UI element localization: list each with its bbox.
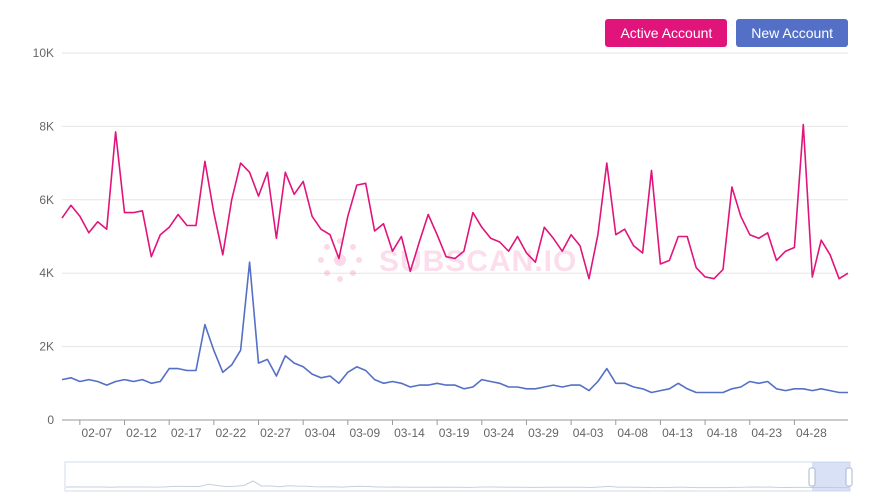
- x-tick-label: 03-29: [528, 426, 559, 440]
- y-tick-label: 6K: [39, 193, 54, 207]
- zoom-slider-selection[interactable]: [812, 462, 850, 491]
- x-tick-label: 04-03: [573, 426, 604, 440]
- x-tick-label: 04-23: [751, 426, 782, 440]
- series-line-new-account: [61, 261, 848, 394]
- zoom-slider-left-handle[interactable]: [808, 467, 816, 487]
- zoom-slider[interactable]: [64, 461, 853, 492]
- legend-new-account-button[interactable]: New Account: [736, 19, 848, 47]
- x-tick-label: 04-18: [707, 426, 738, 440]
- x-tick-label: 03-14: [394, 426, 425, 440]
- x-tick-label: 04-28: [796, 426, 827, 440]
- watermark: SUBSCAN.IO: [318, 238, 577, 282]
- x-tick-label: 03-09: [349, 426, 380, 440]
- x-axis: 02-07 02-12 02-17 02-22 02-27 03-04 03-09 03-14…: [79, 420, 827, 440]
- x-tick-label: 03-04: [305, 426, 336, 440]
- y-tick-label: 4K: [39, 266, 54, 280]
- y-tick-label: 10K: [33, 46, 54, 60]
- y-axis: 0 2K 4K 6K 8K 10K: [33, 46, 55, 427]
- zoom-slider-right-handle[interactable]: [845, 467, 853, 487]
- x-tick-label: 03-24: [483, 426, 514, 440]
- legend: Active Account New Account: [605, 19, 848, 47]
- legend-active-account-button[interactable]: Active Account: [605, 19, 728, 47]
- y-tick-label: 0: [47, 413, 54, 427]
- x-tick-label: 02-27: [260, 426, 291, 440]
- watermark-text: SUBSCAN.IO: [379, 245, 577, 278]
- y-tick-label: 2K: [39, 340, 54, 354]
- grid-lines: [62, 52, 848, 421]
- series-line-active-account: [61, 123, 849, 280]
- x-tick-label: 02-12: [126, 426, 157, 440]
- series-lines: [61, 123, 849, 394]
- x-tick-label: 04-08: [617, 426, 648, 440]
- x-tick-label: 03-19: [439, 426, 470, 440]
- zoom-slider-preview: [65, 480, 849, 489]
- x-tick-label: 02-07: [82, 426, 113, 440]
- x-tick-label: 02-22: [215, 426, 246, 440]
- y-tick-label: 8K: [39, 119, 54, 133]
- x-tick-label: 02-17: [171, 426, 202, 440]
- watermark-logo-icon: [318, 238, 362, 282]
- x-tick-label: 04-13: [662, 426, 693, 440]
